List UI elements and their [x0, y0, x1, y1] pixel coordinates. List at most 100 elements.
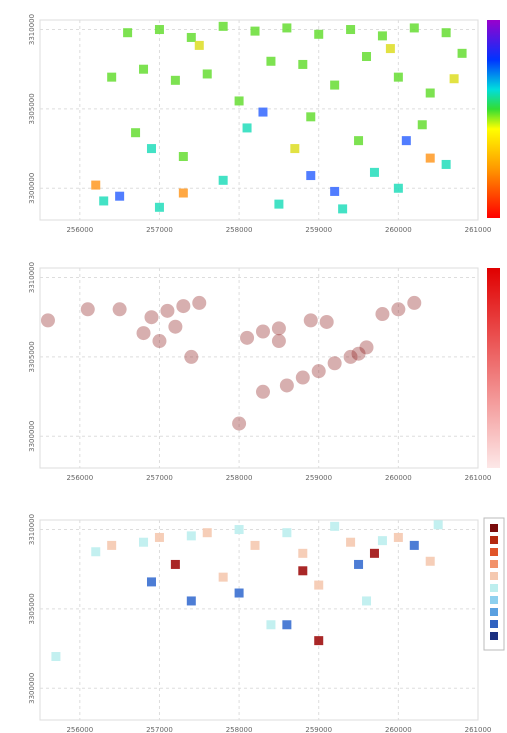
point: [375, 307, 390, 322]
point: [123, 28, 133, 38]
point: [186, 531, 196, 541]
point: [393, 532, 403, 542]
point: [186, 596, 196, 606]
point: [377, 31, 387, 41]
x-tick-label: 256000: [66, 474, 93, 482]
point: [112, 302, 127, 317]
point: [377, 536, 387, 546]
point: [192, 295, 207, 310]
x-tick-label: 258000: [226, 474, 253, 482]
point: [139, 64, 149, 74]
point: [202, 528, 212, 538]
point: [346, 537, 356, 547]
point: [146, 144, 156, 154]
y-tick-label: 3310000: [28, 262, 36, 293]
point: [154, 202, 164, 212]
point: [266, 56, 276, 66]
point: [139, 537, 149, 547]
y-tick-label: 3305000: [28, 593, 36, 624]
plot-frame: [39, 267, 479, 469]
legend: [483, 517, 505, 651]
point: [271, 334, 286, 349]
point: [255, 384, 270, 399]
point: [232, 416, 247, 431]
point: [218, 175, 228, 185]
plot-frame: [39, 19, 479, 221]
point: [168, 319, 183, 334]
x-tick-label: 261000: [465, 226, 492, 234]
y-tick-label: 3310000: [28, 14, 36, 45]
point: [303, 313, 318, 328]
point: [306, 112, 316, 122]
point: [107, 540, 117, 550]
point: [441, 28, 451, 38]
point: [327, 356, 342, 371]
point: [306, 171, 316, 181]
x-tick-label: 259000: [305, 726, 332, 733]
point: [393, 183, 403, 193]
point: [354, 136, 364, 146]
point: [441, 159, 451, 169]
point: [240, 330, 255, 345]
point: [154, 532, 164, 542]
point: [425, 153, 435, 163]
y-tick-label: 3300000: [28, 421, 36, 452]
point: [457, 48, 467, 58]
x-tick-label: 260000: [385, 226, 412, 234]
point: [330, 186, 340, 196]
point: [91, 180, 101, 190]
point: [274, 199, 284, 209]
x-tick-label: 259000: [305, 474, 332, 482]
point: [298, 59, 308, 69]
point: [107, 72, 117, 82]
x-tick-label: 260000: [385, 726, 412, 733]
point: [258, 107, 268, 117]
point: [178, 188, 188, 198]
point: [250, 26, 260, 36]
point: [449, 74, 459, 84]
point: [369, 548, 379, 558]
point: [298, 566, 308, 576]
point: [314, 636, 324, 646]
point: [425, 88, 435, 98]
point: [282, 620, 292, 630]
point: [330, 80, 340, 90]
point: [295, 370, 310, 385]
x-tick-label: 258000: [226, 726, 253, 733]
point: [354, 559, 364, 569]
point: [80, 302, 95, 317]
point: [282, 528, 292, 538]
point: [186, 32, 196, 42]
y-tick-label: 3310000: [28, 514, 36, 545]
x-tick-label: 256000: [66, 726, 93, 733]
point: [385, 44, 395, 54]
point: [194, 40, 204, 50]
point: [407, 295, 422, 310]
point: [144, 310, 159, 325]
point: [170, 559, 180, 569]
x-tick-label: 257000: [146, 474, 173, 482]
point: [266, 620, 276, 630]
point: [170, 75, 180, 85]
point: [242, 123, 252, 133]
point: [393, 72, 403, 82]
point: [359, 340, 374, 355]
plot-frame: [39, 519, 479, 721]
point: [99, 196, 109, 206]
point: [202, 69, 212, 79]
point: [218, 572, 228, 582]
point: [176, 299, 191, 314]
point: [154, 25, 164, 35]
point: [391, 302, 406, 317]
point: [319, 314, 334, 329]
x-tick-label: 257000: [146, 726, 173, 733]
point: [250, 540, 260, 550]
point: [433, 520, 443, 530]
point: [234, 588, 244, 598]
x-tick-label: 257000: [146, 226, 173, 234]
point: [338, 204, 348, 214]
point: [40, 313, 55, 328]
x-tick-label: 256000: [66, 226, 93, 234]
point: [279, 378, 294, 393]
point: [282, 23, 292, 33]
